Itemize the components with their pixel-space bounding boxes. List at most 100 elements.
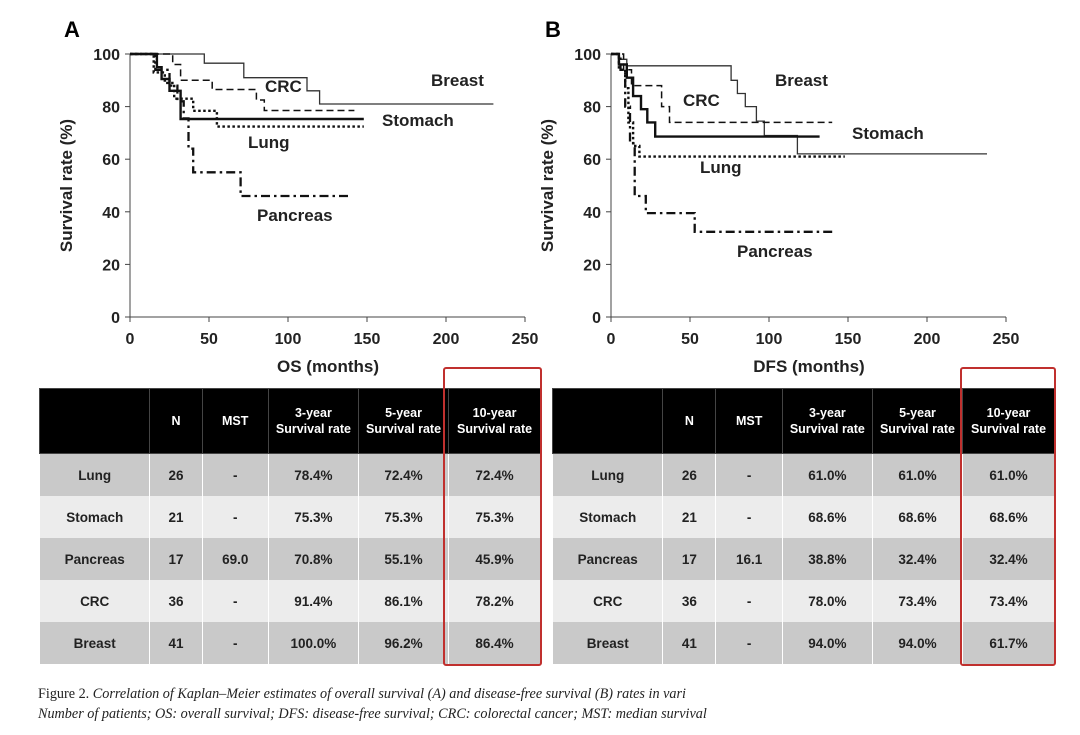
figure-caption: Figure 2. Correlation of Kaplan–Meier es… (38, 684, 1068, 724)
series-line-stomach (130, 52, 364, 121)
row-label: Lung (551, 453, 664, 496)
column-header: 5-year Survival rate (357, 388, 450, 454)
table-cell: 26 (662, 453, 717, 496)
y-tick-label: 80 (102, 100, 120, 117)
table-cell: 61.0% (871, 453, 964, 496)
row-label: Breast (551, 622, 664, 664)
y-tick-label: 60 (583, 152, 601, 169)
table-row: Pancreas 17 16.1 38.8% 32.4% 32.4% (551, 538, 1055, 580)
table-cell: 100.0% (267, 622, 359, 664)
table-cell: 61.0% (781, 453, 873, 496)
table-cell: 73.4% (962, 580, 1055, 622)
x-axis-label: OS (months) (277, 357, 379, 376)
table-cell: 21 (149, 496, 203, 538)
table-row: CRC 36-78.0% 73.4% 73.4% (551, 580, 1055, 622)
column-header: MST (201, 388, 269, 454)
y-tick-label: 40 (102, 205, 120, 222)
table-cell: - (715, 580, 783, 622)
y-tick-label: 0 (592, 310, 601, 327)
column-header: N (662, 388, 717, 454)
series-label-lung: Lung (700, 158, 742, 177)
table-cell: 16.1 (715, 538, 783, 580)
y-tick-label: 60 (102, 152, 120, 169)
column-header: 3-year Survival rate (267, 388, 359, 454)
table-cell: - (715, 496, 783, 538)
table-cell: 75.3% (267, 496, 359, 538)
table-cell: 70.8% (267, 538, 359, 580)
table-cell: 72.4% (448, 453, 541, 496)
table-cell: 75.3% (357, 496, 450, 538)
table-cell: 32.4% (962, 538, 1055, 580)
y-axis-label: Survival rate (%) (57, 119, 76, 252)
table-cell: 78.4% (267, 453, 359, 496)
table-cell: - (201, 453, 269, 496)
column-header: 10-year Survival rate (962, 388, 1055, 454)
row-label: Breast (38, 622, 151, 664)
table-row: Lung 26-61.0% 61.0% 61.0% (551, 453, 1055, 496)
table-cell: 38.8% (781, 538, 873, 580)
series-label-lung: Lung (248, 133, 290, 152)
x-tick-label: 250 (993, 331, 1020, 348)
row-label: Stomach (551, 496, 664, 538)
table-cell: 78.2% (448, 580, 541, 622)
y-tick-label: 20 (102, 257, 120, 274)
table-cell: 72.4% (357, 453, 450, 496)
survival-table-dfs: N MST 3-year Survival rate 5-year Survival … (551, 388, 1055, 664)
series-line-crc (130, 53, 355, 112)
table-header-row: N MST 3-year Survival rate 5-year Survival … (551, 388, 1055, 454)
series-label-pancreas: Pancreas (737, 242, 813, 261)
table-cell: 68.6% (962, 496, 1055, 538)
column-header: 10-year Survival rate (448, 388, 541, 454)
y-tick-label: 100 (574, 47, 601, 64)
table-row: Stomach 21-75.3% 75.3% 75.3% (38, 496, 541, 538)
table-cell: 91.4% (267, 580, 359, 622)
table-cell: 61.7% (962, 622, 1055, 664)
table-cell: 36 (149, 580, 203, 622)
table-cell: 32.4% (871, 538, 964, 580)
table-cell: 69.0 (201, 538, 269, 580)
row-label: Lung (38, 453, 151, 496)
x-tick-label: 0 (126, 331, 135, 348)
series-line-lung (130, 52, 364, 128)
x-tick-label: 100 (756, 331, 783, 348)
y-tick-label: 80 (583, 100, 601, 117)
table-cell: 36 (662, 580, 717, 622)
x-tick-label: 250 (512, 331, 539, 348)
panel-label: B (545, 17, 561, 42)
column-header: N (149, 388, 203, 454)
series-line-lung (611, 52, 845, 158)
series-label-crc: CRC (265, 77, 302, 96)
caption-body: Correlation of Kaplan–Meier estimates of… (92, 686, 686, 702)
table-cell: 21 (662, 496, 717, 538)
row-label: Pancreas (551, 538, 664, 580)
series-label-breast: Breast (775, 71, 828, 90)
y-tick-label: 0 (111, 310, 120, 327)
table-row: Stomach 21-68.6% 68.6% 68.6% (551, 496, 1055, 538)
series-line-pancreas (611, 52, 833, 233)
series-label-crc: CRC (683, 91, 720, 110)
panel-label: A (64, 17, 80, 42)
column-header: 3-year Survival rate (781, 388, 873, 454)
table-cell: 73.4% (871, 580, 964, 622)
y-tick-label: 20 (583, 257, 601, 274)
table-cell: 17 (662, 538, 717, 580)
x-tick-label: 200 (433, 331, 460, 348)
series-label-stomach: Stomach (382, 111, 454, 130)
x-axis-label: DFS (months) (753, 357, 864, 376)
series-line-crc (611, 53, 833, 124)
chart-panel-a: A 0 20 40 60 80 100 0 50 100 150 200 250 OS (months) S… (57, 17, 538, 376)
table-cell: - (201, 580, 269, 622)
series-label-stomach: Stomach (852, 124, 924, 143)
table-cell: - (715, 622, 783, 664)
column-header (551, 388, 664, 454)
table-cell: 94.0% (871, 622, 964, 664)
table-row: Breast 41-94.0% 94.0% 61.7% (551, 622, 1055, 664)
column-header: 5-year Survival rate (871, 388, 964, 454)
x-tick-label: 50 (200, 331, 218, 348)
table-row: Breast 41-100.0% 96.2% 86.4% (38, 622, 541, 664)
y-axis-label: Survival rate (%) (538, 119, 557, 252)
table-cell: 75.3% (448, 496, 541, 538)
table-cell: 96.2% (357, 622, 450, 664)
table-cell: 86.1% (357, 580, 450, 622)
table-cell: 86.4% (448, 622, 541, 664)
